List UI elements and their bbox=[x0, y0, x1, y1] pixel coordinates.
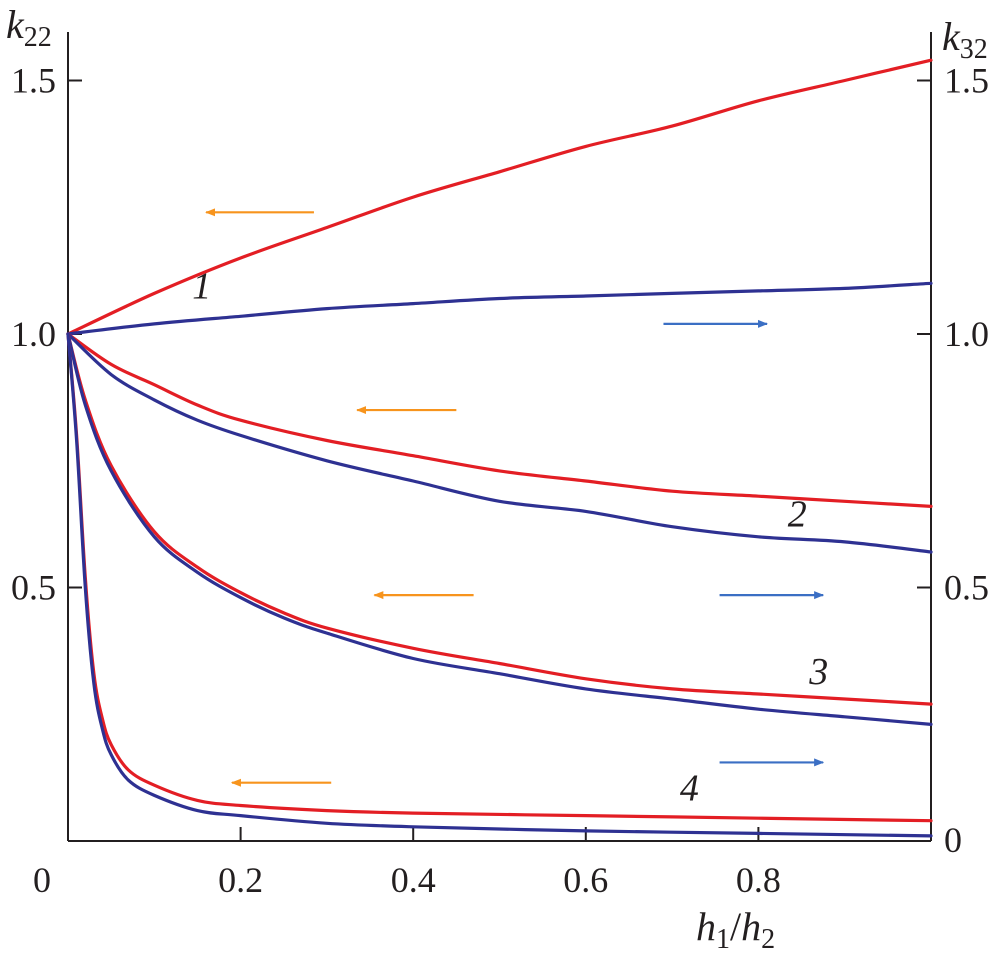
series-line-6-blue bbox=[66, 332, 933, 726]
series-line-7-red bbox=[66, 332, 933, 823]
x-axis-title: h1/h2 bbox=[696, 904, 775, 955]
y-right-axis-title: k32 bbox=[942, 14, 988, 65]
y-left-tick-label-1: 1.0 bbox=[11, 314, 56, 354]
curve-label-3: 3 bbox=[808, 651, 828, 693]
curve-label-2: 2 bbox=[788, 494, 807, 536]
curve-label-4: 4 bbox=[680, 767, 699, 809]
y-right-tick-label-1: 0.5 bbox=[944, 568, 989, 608]
y-left-tick-label-0: 0.5 bbox=[11, 568, 56, 608]
series-line-2-blue bbox=[66, 281, 933, 336]
x-tick-label-2: 0.4 bbox=[391, 860, 436, 900]
x-tick-label-0: 0 bbox=[33, 860, 51, 900]
series-line-8-blue bbox=[66, 332, 933, 838]
y-right-tick-label-3: 1.5 bbox=[944, 61, 989, 101]
label-layer: 1 2 3 4 bbox=[192, 266, 828, 810]
y-right-tick-label-0: 0 bbox=[944, 820, 962, 860]
x-tick-label-1: 0.2 bbox=[218, 860, 263, 900]
curve-label-1: 1 bbox=[192, 266, 211, 308]
y-left-axis-title: k22 bbox=[6, 2, 52, 53]
series-line-1-red bbox=[66, 58, 933, 336]
y-right-tick-label-2: 1.0 bbox=[944, 314, 989, 354]
series-line-5-red bbox=[66, 332, 933, 706]
series-line-4-blue bbox=[66, 332, 933, 554]
series-line-3-red bbox=[66, 332, 933, 508]
series-layer bbox=[66, 58, 933, 838]
x-tick-label-4: 0.8 bbox=[736, 860, 781, 900]
axes: 0 0.2 0.4 0.6 0.8 0.5 1.0 1.5 0 0.5 1.0 1.5 bbox=[11, 32, 989, 900]
arrow-layer bbox=[205, 208, 825, 787]
x-tick-label-3: 0.6 bbox=[563, 860, 608, 900]
y-left-tick-label-2: 1.5 bbox=[11, 61, 56, 101]
